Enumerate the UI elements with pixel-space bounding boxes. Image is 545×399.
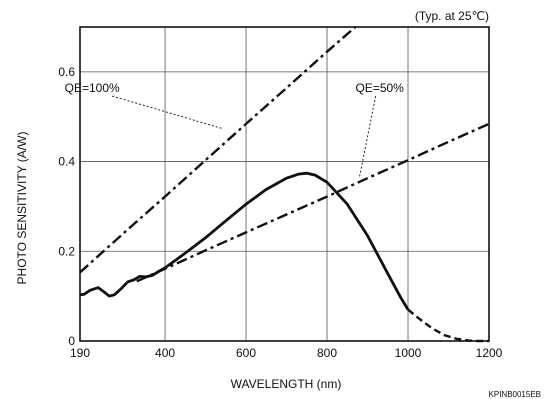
series-annotations: QE=100% QE=50% (65, 81, 404, 178)
x-tick-label-400: 400 (155, 346, 175, 360)
x-tick-label-190: 190 (70, 346, 90, 360)
x-tick-label-1000: 1000 (395, 346, 422, 360)
figure-code: KPINB0015EB (489, 390, 541, 399)
y-tick-label-0: 0 (68, 334, 75, 348)
conditions-note: (Typ. at 25℃) (415, 9, 489, 23)
series-line-2-solid (79, 171, 410, 311)
annotation-leader-1 (358, 95, 377, 178)
y-tick-label-0.6: 0.6 (58, 65, 75, 79)
data-series (79, 26, 490, 343)
annotation-label-0: QE=100% (65, 81, 120, 95)
y-tick-label-0.4: 0.4 (58, 155, 75, 169)
y-tick-label-0.2: 0.2 (58, 244, 75, 258)
series-line-3-dashed (407, 308, 489, 343)
axis-ticks: 190 400 600 800 1000 1200 0 0.2 0.4 0.6 (58, 65, 502, 360)
annotation-label-1: QE=50% (355, 81, 404, 95)
plot-frame (79, 26, 490, 342)
x-tick-label-800: 800 (317, 346, 337, 360)
annotation-leader-0 (112, 95, 222, 129)
series-line-1-dash-dot (136, 122, 490, 283)
x-tick-label-1200: 1200 (476, 346, 503, 360)
x-axis-title: WAVELENGTH (nm) (231, 377, 342, 391)
x-tick-label-600: 600 (236, 346, 256, 360)
grid-lines (80, 27, 489, 341)
y-axis-title: PHOTO SENSITIVITY (A/W) (15, 132, 29, 285)
series-line-0-dash-dot (79, 26, 357, 274)
